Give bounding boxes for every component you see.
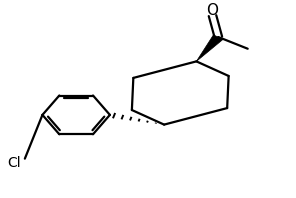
Polygon shape <box>196 35 223 61</box>
Text: Cl: Cl <box>7 156 20 169</box>
Text: O: O <box>207 3 218 18</box>
